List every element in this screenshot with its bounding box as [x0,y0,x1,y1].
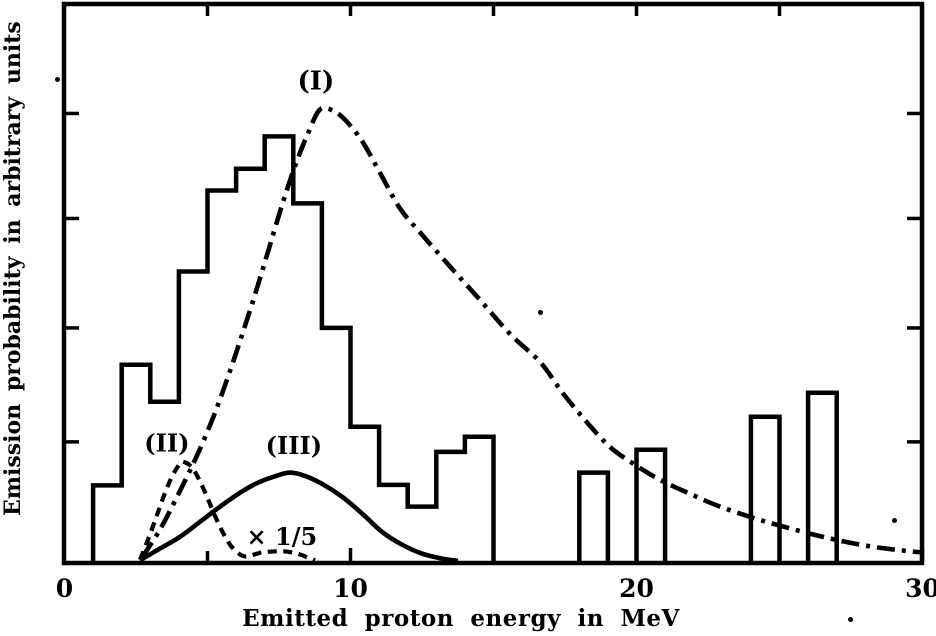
curve-III-path [138,470,459,564]
annotation-II: (II) [144,429,189,458]
annotation-III: (III) [266,431,322,460]
scan-speck [55,77,60,82]
x-tick-label-0: 0 [56,574,73,603]
y-axis-title: Emission probability in arbitrary units [0,21,26,516]
x-tick-label-10: 10 [333,574,368,603]
scan-speck [892,518,897,523]
scan-speck [848,617,853,622]
annotation-I: (I) [298,67,335,97]
x-axis-title: Emitted proton energy in MeV [242,605,680,632]
scan-speck [538,310,543,315]
annotation-15: × 1/5 [247,522,318,551]
x-tick-label-30: 30 [905,574,936,603]
x-tick-label-20: 20 [619,574,654,603]
curve-II-path [138,459,316,563]
histogram-outline [90,134,839,563]
curve-I-path [140,105,923,559]
